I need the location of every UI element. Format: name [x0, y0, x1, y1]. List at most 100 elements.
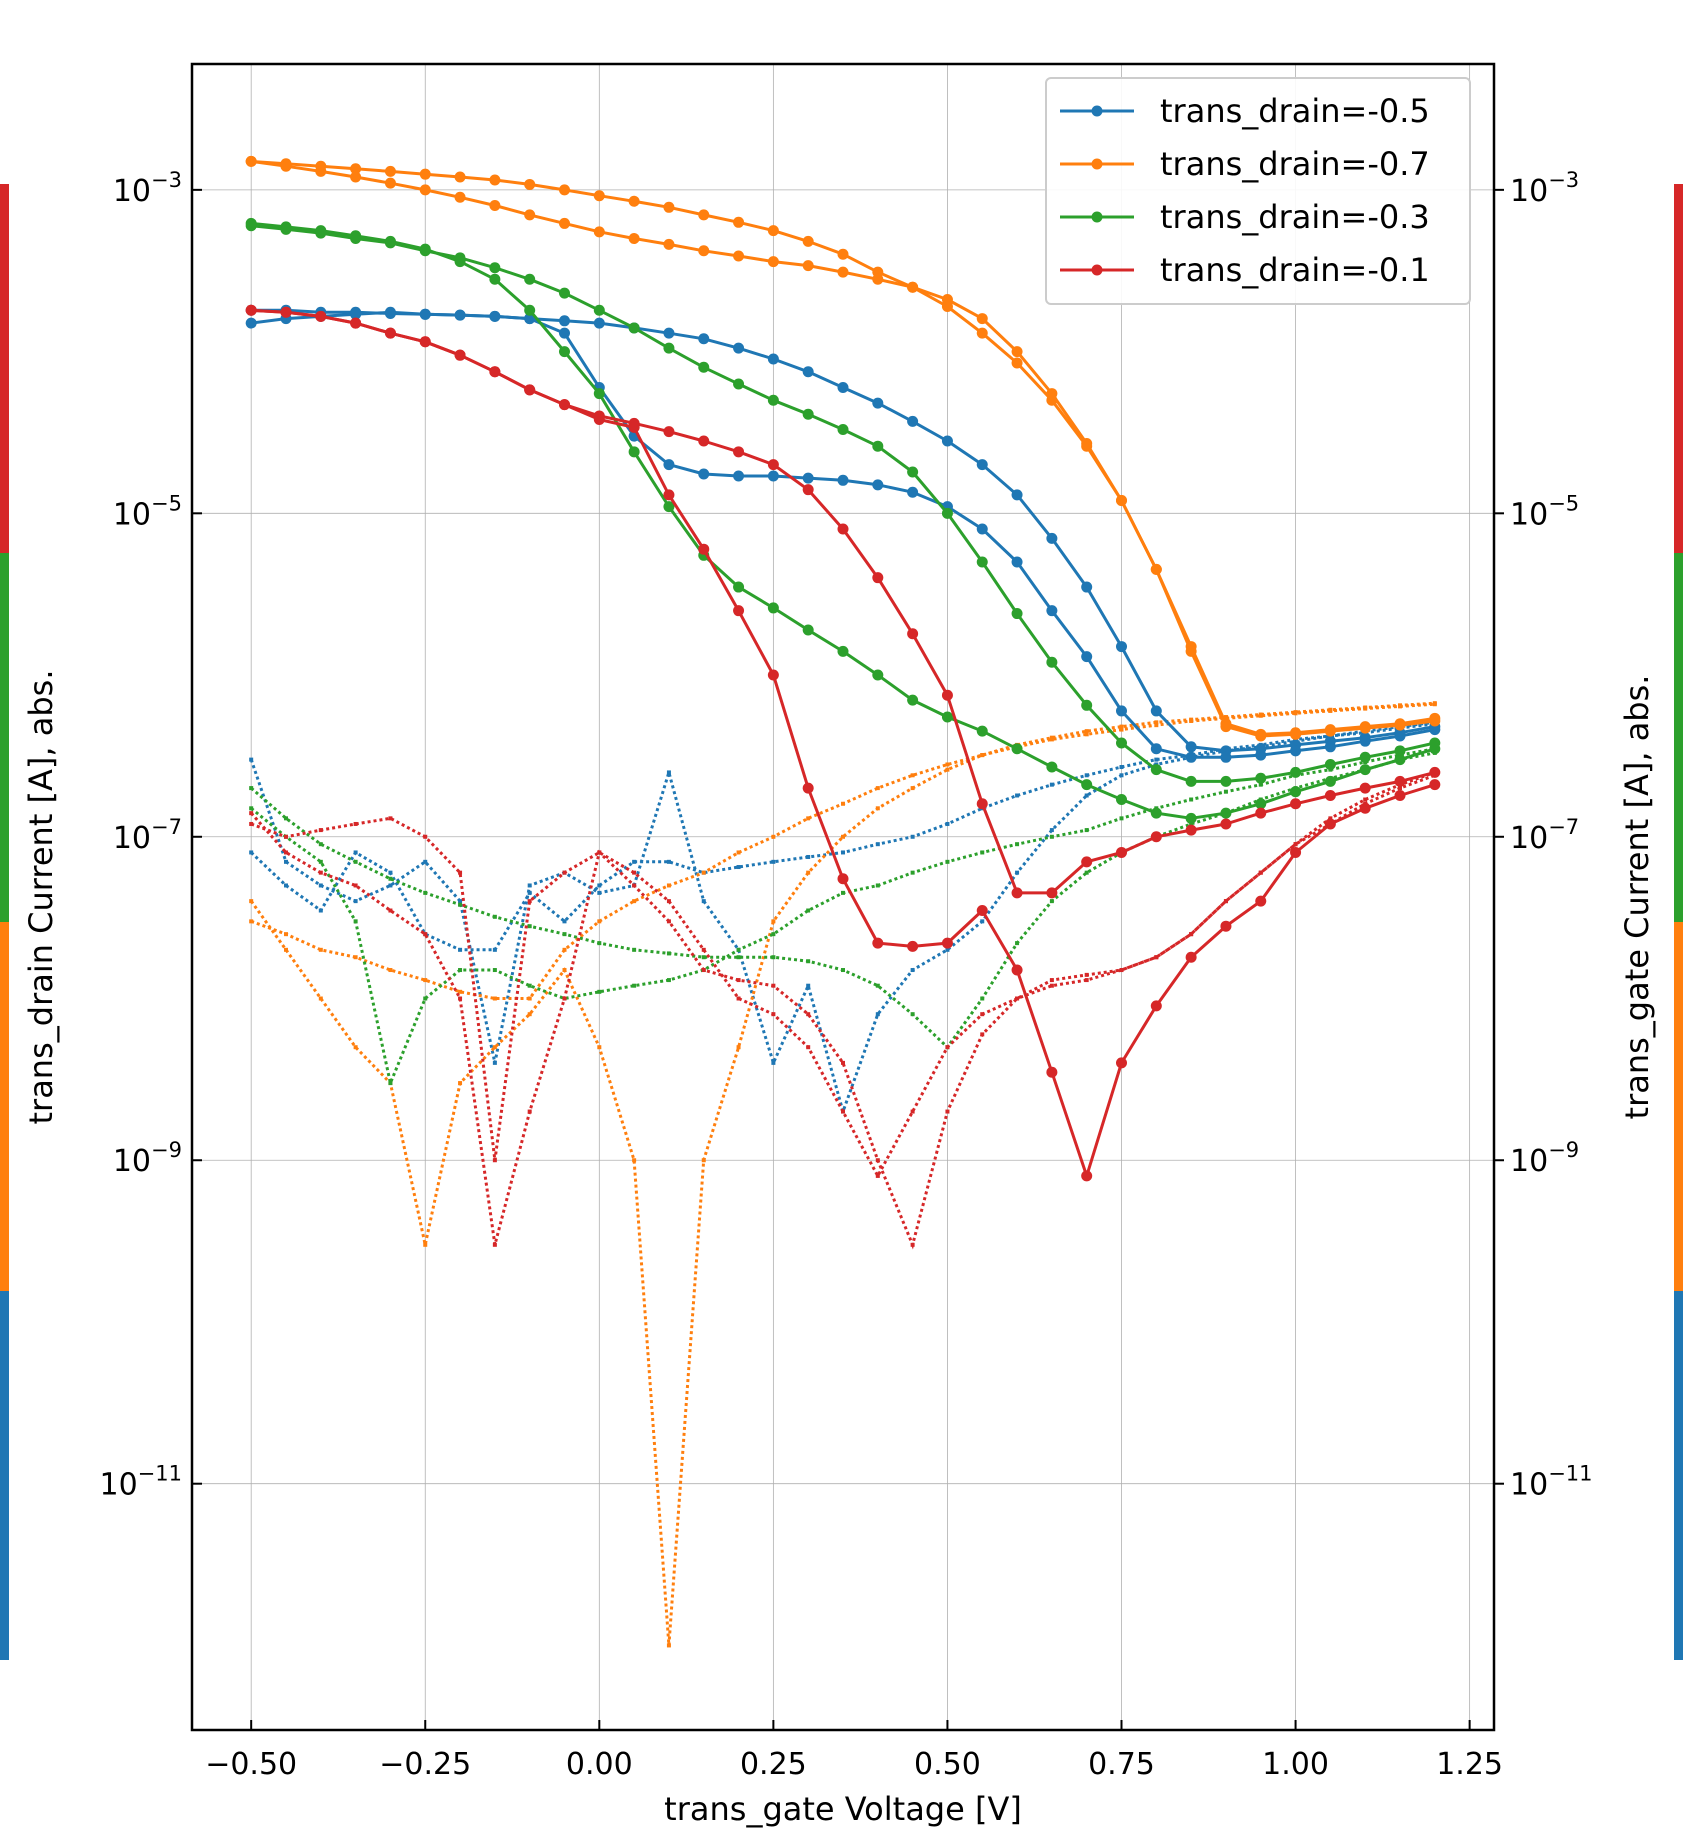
drain-current-point: [802, 782, 814, 794]
gate-current-point: [632, 947, 637, 952]
drain-current-point: [489, 273, 501, 285]
drain-current-point: [976, 725, 988, 737]
drain-current-point: [941, 435, 953, 447]
gate-current-point: [388, 1081, 393, 1086]
gate-current-point: [1189, 797, 1194, 802]
drain-current-point: [733, 250, 745, 262]
gate-current-point: [980, 919, 985, 924]
drain-current-point: [489, 174, 501, 186]
drain-current-point: [1185, 775, 1197, 787]
x-tick-label: 0.50: [914, 1747, 981, 1782]
drain-current-point: [1116, 495, 1128, 507]
gate-current-point: [666, 1643, 671, 1648]
drain-current-point: [1429, 724, 1441, 736]
drain-current-point: [593, 388, 605, 400]
gate-current-point: [318, 828, 323, 833]
grid-lines: [192, 64, 1494, 1730]
left-y-tick-label: 10−11: [99, 1462, 182, 1503]
drain-current-point: [802, 260, 814, 272]
gate-current-point: [1223, 899, 1228, 904]
gate-current-point: [771, 983, 776, 988]
drain-current-point: [907, 281, 919, 293]
gate-current-point: [980, 1032, 985, 1037]
drain-current-point: [1220, 721, 1232, 733]
drain-current-point: [767, 353, 779, 365]
drain-current-point: [1081, 581, 1093, 593]
drain-current-point: [837, 423, 849, 435]
drain-current-point: [1081, 699, 1093, 711]
gate-current-point: [806, 983, 811, 988]
drain-current-point: [976, 313, 988, 325]
left-y-axis-label: trans_drain Current [A], abs.: [22, 669, 60, 1124]
gate-current-point: [458, 996, 463, 1001]
drain-current-point: [593, 414, 605, 426]
gate-current-point: [1189, 718, 1194, 723]
drain-current-point: [350, 306, 362, 318]
drain-current-point: [558, 184, 570, 196]
drain-current-point: [872, 572, 884, 584]
gate-current-point: [1015, 996, 1020, 1001]
gate-current-point: [283, 932, 288, 937]
gate-current-point: [841, 834, 845, 839]
gate-current-point: [945, 1109, 950, 1114]
drain-current-point: [350, 163, 362, 175]
drain-current-point: [1220, 818, 1232, 830]
gate-current-point: [806, 1045, 811, 1050]
right-side-bar-segment: [1674, 1291, 1683, 1660]
gate-current-point: [492, 1158, 497, 1163]
drain-current-point: [1081, 651, 1093, 663]
gate-current-point: [527, 899, 532, 904]
gate-current-point: [423, 978, 428, 983]
gate-current-point: [875, 1158, 880, 1163]
drain-current-point: [1394, 730, 1406, 742]
drain-current-point: [1290, 798, 1302, 810]
gate-current-point: [875, 1173, 880, 1178]
right-y-tick-label: 10−11: [1510, 1462, 1593, 1503]
gate-current-point: [1084, 793, 1089, 798]
gate-current-point: [632, 883, 637, 888]
gate-current-point: [806, 1012, 811, 1017]
x-tick-label: 0.00: [566, 1747, 633, 1782]
gate-current-point: [1049, 899, 1054, 904]
gate-current-point: [353, 955, 358, 960]
gate-current-point: [388, 876, 393, 881]
gate-current-point: [423, 834, 428, 839]
gate-current-point: [492, 1045, 497, 1050]
drain-current-point: [698, 245, 710, 257]
gate-current-point: [249, 850, 254, 855]
gate-current-point: [771, 1060, 776, 1065]
gate-current-point: [283, 883, 288, 888]
gate-current-point: [353, 859, 358, 864]
drain-current-point: [419, 168, 431, 180]
gate-current-point: [1084, 729, 1089, 734]
legend: trans_drain=-0.5 trans_drain=-0.7 trans_dr…: [1045, 77, 1471, 305]
drain-current-point: [1255, 807, 1267, 819]
drain-current-point: [593, 226, 605, 238]
gate-current-point: [527, 1012, 532, 1017]
drain-current-point: [384, 165, 396, 177]
gate-current-point: [1398, 786, 1403, 791]
drain-current-point: [1011, 887, 1023, 899]
gate-current-series-line: [249, 701, 1435, 1646]
left-y-tick-label: 10−7: [113, 815, 182, 856]
gate-current-point: [492, 947, 497, 952]
gate-current-point: [736, 850, 741, 855]
drain-current-point: [1394, 745, 1406, 757]
drain-current-point: [350, 317, 362, 329]
drain-current-point: [1220, 807, 1232, 819]
gate-current-point: [388, 883, 393, 888]
drain-current-point: [454, 349, 466, 361]
gate-current-point: [597, 883, 602, 888]
gate-current-point: [910, 834, 915, 839]
gate-current-point: [945, 762, 950, 767]
drain-current-point: [558, 287, 570, 299]
drain-current-point: [802, 235, 814, 247]
drain-current-point: [1324, 758, 1336, 770]
gate-current-point: [736, 955, 741, 960]
drain-current-point: [1429, 743, 1441, 755]
gate-current-point: [1293, 711, 1298, 716]
gate-current-point: [527, 1109, 532, 1114]
gate-current-point: [1049, 782, 1054, 787]
gate-current-point: [980, 1012, 985, 1017]
drain-current-point: [454, 191, 466, 203]
